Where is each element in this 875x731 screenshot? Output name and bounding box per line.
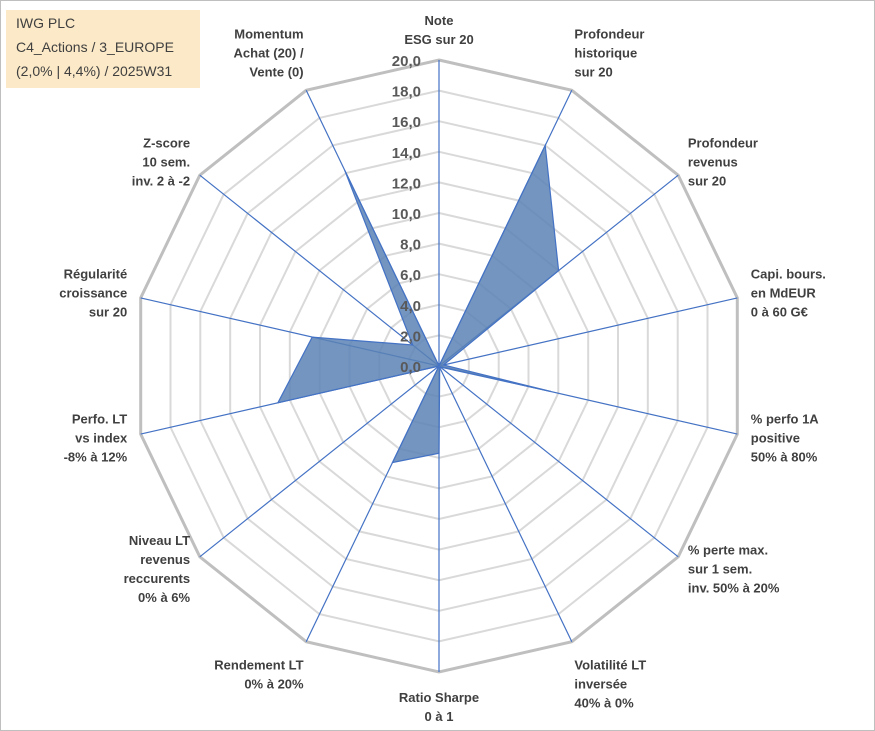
tick-label: 18,0 bbox=[392, 84, 421, 101]
axis-label-line: sur 20 bbox=[89, 305, 127, 320]
axis-label-line: 0% à 6% bbox=[138, 590, 190, 605]
axis-label-line: Momentum bbox=[234, 26, 303, 41]
axis-label-line: 50% à 80% bbox=[751, 450, 818, 465]
axis-label-line: sur 20 bbox=[574, 64, 612, 79]
axis-label-line: vs index bbox=[75, 431, 128, 446]
axis-label-line: sur 20 bbox=[688, 174, 726, 189]
axis-label-line: Achat (20) / bbox=[234, 45, 304, 60]
axis-label-line: Perfo. LT bbox=[72, 412, 127, 427]
axis-label: Z-score 10 sem. inv. 2 à -2 bbox=[132, 136, 190, 189]
tick-label: 2,0 bbox=[400, 328, 421, 345]
axis-label-line: inv. 2 à -2 bbox=[132, 174, 190, 189]
axis-label-line: ESG sur 20 bbox=[404, 32, 473, 47]
axis-label-line: Ratio Sharpe bbox=[399, 690, 479, 705]
category-path: C4_Actions / 3_EUROPE bbox=[16, 39, 174, 55]
axis-label-line: Profondeur bbox=[574, 26, 644, 41]
axis-spoke bbox=[438, 365, 573, 642]
axis-label-line: croissance bbox=[59, 286, 127, 301]
axis-label-line: % perfo 1A bbox=[751, 412, 820, 427]
axis-label-line: Capi. bours. bbox=[751, 267, 826, 282]
axis-label-line: Rendement LT bbox=[214, 658, 303, 673]
stock-name: IWG PLC bbox=[16, 15, 76, 31]
header-box: IWG PLC C4_Actions / 3_EUROPE (2,0% | 4,… bbox=[6, 10, 200, 88]
axis-label-line: 40% à 0% bbox=[574, 696, 634, 711]
tick-label: 16,0 bbox=[392, 114, 421, 131]
axis-label-line: en MdEUR bbox=[751, 286, 817, 301]
axis-spoke bbox=[438, 297, 738, 367]
tick-label: 0,0 bbox=[400, 359, 421, 376]
axis-label: Rendement LT 0% à 20% bbox=[214, 658, 304, 692]
axis-spoke bbox=[199, 365, 440, 558]
axis-label: % perte max. sur 1 sem. inv. 50% à 20% bbox=[688, 542, 780, 595]
tick-label: 6,0 bbox=[400, 267, 421, 284]
rates-week: (2,0% | 4,4%) / 2025W31 bbox=[16, 63, 173, 79]
axis-label: Profondeur historique sur 20 bbox=[574, 26, 644, 79]
tick-label: 10,0 bbox=[392, 206, 421, 223]
axis-label-line: inv. 50% à 20% bbox=[688, 580, 780, 595]
axis-label-line: historique bbox=[574, 45, 637, 60]
tick-label: 14,0 bbox=[392, 145, 421, 162]
axis-label: % perfo 1A positive 50% à 80% bbox=[751, 412, 820, 465]
axis-label-line: 0 à 1 bbox=[425, 709, 454, 724]
axis-spoke bbox=[438, 365, 679, 558]
axis-label-line: -8% à 12% bbox=[64, 450, 128, 465]
axis-label-line: sur 1 sem. bbox=[688, 561, 752, 576]
axis-label-line: Profondeur bbox=[688, 136, 758, 151]
tick-label: 20,0 bbox=[392, 53, 421, 70]
axis-label: Ratio Sharpe 0 à 1 bbox=[399, 690, 479, 724]
axis-label-line: revenus bbox=[140, 552, 190, 567]
axis-label-line: Régularité bbox=[64, 267, 128, 282]
axis-label-line: Niveau LT bbox=[129, 533, 190, 548]
axis-label-line: Z-score bbox=[143, 136, 190, 151]
axis-label-line: 10 sem. bbox=[142, 155, 190, 170]
tick-label: 12,0 bbox=[392, 175, 421, 192]
tick-label: 8,0 bbox=[400, 237, 421, 254]
axis-label: Perfo. LT vs index -8% à 12% bbox=[64, 412, 128, 465]
axis-label-line: inversée bbox=[574, 677, 627, 692]
tick-label: 4,0 bbox=[400, 298, 421, 315]
axis-label-line: reccurents bbox=[124, 571, 190, 586]
axis-label-line: 0% à 20% bbox=[244, 677, 304, 692]
axis-label-line: positive bbox=[751, 431, 800, 446]
axis-label: Régularité croissance sur 20 bbox=[59, 267, 127, 320]
axis-label: Momentum Achat (20) / Vente (0) bbox=[234, 26, 304, 79]
axis-label: Note ESG sur 20 bbox=[404, 13, 473, 47]
axis-label: Profondeur revenus sur 20 bbox=[688, 136, 758, 189]
axis-label: Capi. bours. en MdEUR 0 à 60 G€ bbox=[751, 267, 826, 320]
axis-label-line: revenus bbox=[688, 155, 738, 170]
axis-label-line: Note bbox=[425, 13, 454, 28]
axis-label-line: Vente (0) bbox=[249, 64, 303, 79]
axis-label: Volatilité LT inversée 40% à 0% bbox=[574, 658, 646, 711]
axis-label: Niveau LT revenus reccurents 0% à 6% bbox=[124, 533, 191, 605]
axis-label-line: Volatilité LT bbox=[574, 658, 646, 673]
axis-spoke bbox=[199, 174, 440, 367]
axis-label-line: % perte max. bbox=[688, 542, 768, 557]
series-area bbox=[276, 143, 560, 464]
axis-label-line: 0 à 60 G€ bbox=[751, 305, 808, 320]
